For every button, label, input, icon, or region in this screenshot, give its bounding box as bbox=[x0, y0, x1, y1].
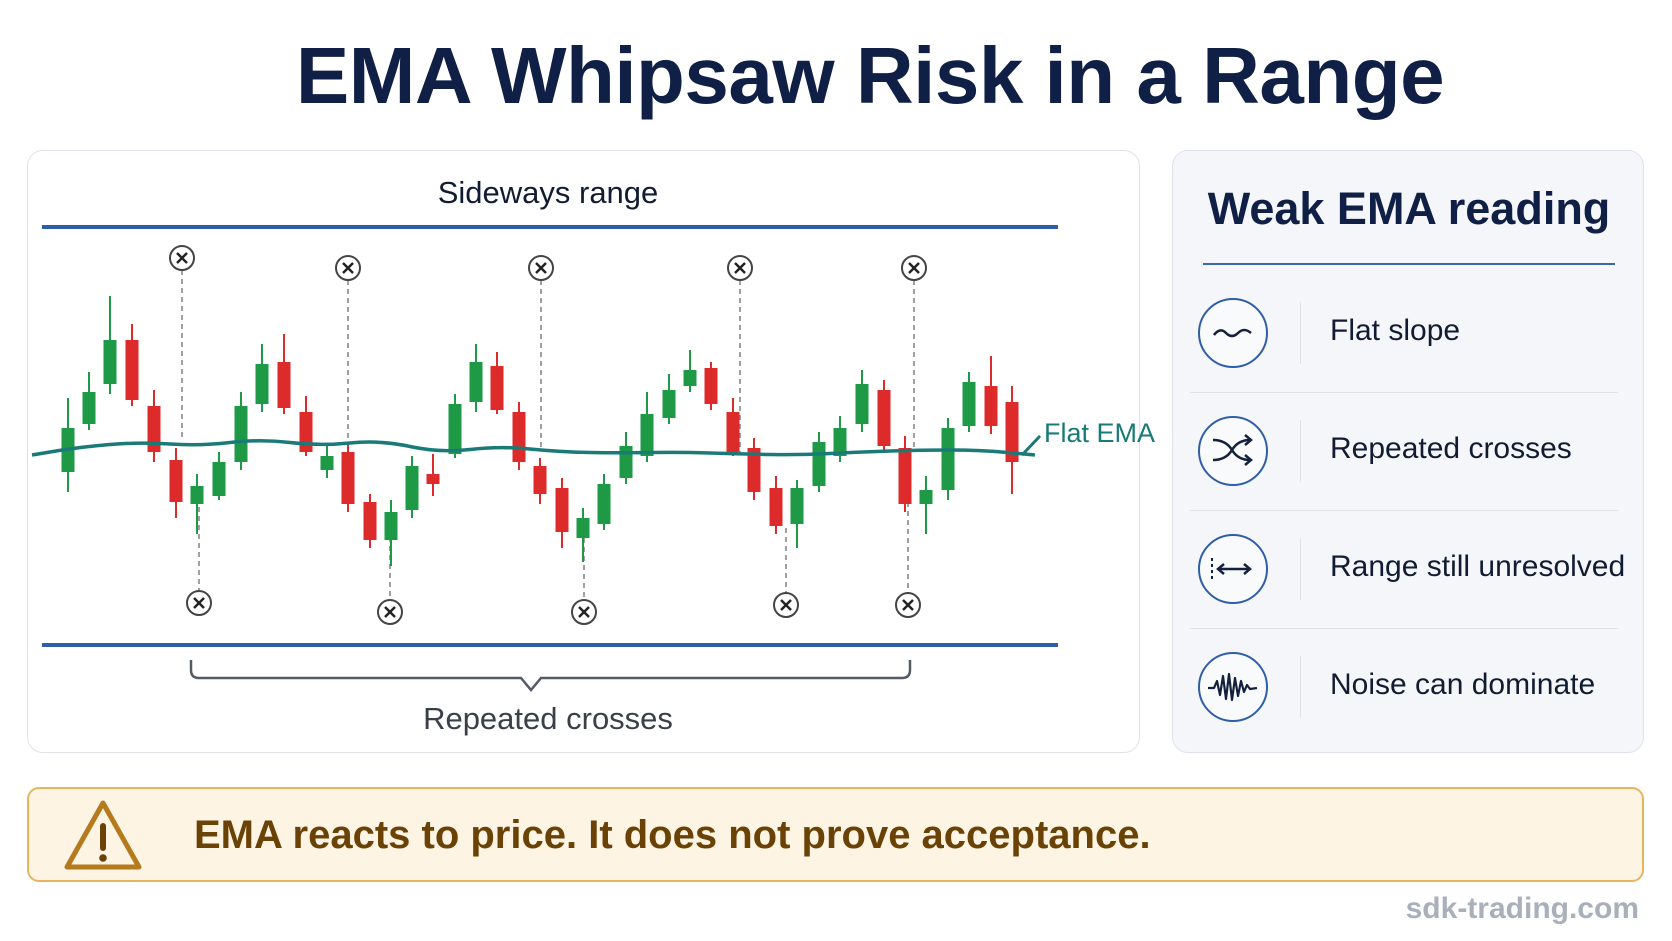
item-label: Repeated crosses bbox=[1330, 432, 1572, 465]
bearish-candle bbox=[426, 454, 440, 496]
shuffle-icon bbox=[1198, 416, 1268, 486]
bearish-candle bbox=[769, 476, 783, 534]
bearish-candle bbox=[704, 362, 718, 410]
bullish-candle bbox=[855, 370, 869, 432]
bullish-candle bbox=[812, 432, 826, 492]
bearish-candle bbox=[1005, 386, 1019, 494]
cross-marker-top bbox=[169, 245, 195, 271]
bearish-candle bbox=[341, 444, 355, 512]
bullish-candle bbox=[919, 476, 933, 534]
repeated-crosses-bracket bbox=[189, 660, 912, 692]
bullish-candle bbox=[405, 456, 419, 518]
item-noise-dominates: Noise can dominate bbox=[1190, 628, 1618, 746]
cross-marker-top bbox=[528, 255, 554, 281]
bullish-candle bbox=[190, 474, 204, 534]
item-label: Noise can dominate bbox=[1330, 668, 1596, 701]
bearish-candle bbox=[747, 438, 761, 500]
bearish-candle bbox=[984, 356, 998, 434]
bullish-candle bbox=[61, 398, 75, 492]
warning-text: EMA reacts to price. It does not prove a… bbox=[194, 813, 1151, 857]
item-label: Flat slope bbox=[1330, 314, 1461, 347]
cross-marker-bottom bbox=[186, 590, 212, 616]
cross-marker-top bbox=[901, 255, 927, 281]
item-repeated-crosses: Repeated crosses bbox=[1190, 392, 1618, 510]
side-panel-rule bbox=[1203, 263, 1615, 265]
bullish-candle bbox=[662, 374, 676, 424]
bullish-candle bbox=[833, 416, 847, 462]
bullish-candle bbox=[255, 344, 269, 412]
bearish-candle bbox=[277, 334, 291, 414]
bullish-candle bbox=[683, 350, 697, 392]
bullish-candle bbox=[941, 418, 955, 500]
bullish-candle bbox=[103, 296, 117, 394]
warning-triangle-icon bbox=[64, 800, 142, 870]
item-label: Range still unresolved bbox=[1330, 550, 1626, 583]
weak-ema-reading-panel: Weak EMA reading Flat slope Repeated cro… bbox=[1172, 150, 1644, 753]
bearish-candle bbox=[726, 398, 740, 456]
bullish-candle bbox=[320, 446, 334, 478]
bullish-candle bbox=[469, 344, 483, 412]
bearish-candle bbox=[533, 458, 547, 504]
flat-ema-line bbox=[31, 439, 1036, 457]
double-arrow-icon bbox=[1198, 534, 1268, 604]
bullish-candle bbox=[384, 500, 398, 566]
bullish-candle bbox=[448, 394, 462, 458]
bearish-candle bbox=[898, 436, 912, 512]
side-panel-title: Weak EMA reading bbox=[1207, 183, 1611, 234]
bearish-candle bbox=[299, 396, 313, 456]
bearish-candle bbox=[512, 402, 526, 470]
cross-marker-bottom bbox=[895, 592, 921, 618]
bullish-candle bbox=[962, 372, 976, 432]
warning-banner: EMA reacts to price. It does not prove a… bbox=[27, 787, 1644, 882]
bearish-candle bbox=[877, 380, 891, 452]
bullish-candle bbox=[597, 474, 611, 530]
ema-label-pointer bbox=[1020, 434, 1042, 457]
bearish-candle bbox=[147, 390, 161, 462]
flat-ema-label: Flat EMA bbox=[1044, 418, 1155, 448]
bearish-candle bbox=[555, 478, 569, 548]
bullish-candle bbox=[790, 480, 804, 548]
sideways-range-label: Sideways range bbox=[438, 175, 659, 210]
cross-marker-bottom bbox=[571, 599, 597, 625]
item-flat-slope: Flat slope bbox=[1190, 274, 1618, 392]
bearish-candle bbox=[125, 324, 139, 406]
wave-icon bbox=[1198, 298, 1268, 368]
noise-wave-icon bbox=[1198, 652, 1268, 722]
page-title: EMA Whipsaw Risk in a Range bbox=[295, 31, 1445, 120]
repeated-crosses-label: Repeated crosses bbox=[423, 701, 673, 736]
bullish-candle bbox=[212, 452, 226, 500]
bullish-candle bbox=[640, 392, 654, 462]
bullish-candle bbox=[82, 372, 96, 430]
footer-watermark: sdk-trading.com bbox=[1405, 892, 1639, 925]
bearish-candle bbox=[363, 494, 377, 548]
item-range-unresolved: Range still unresolved bbox=[1190, 510, 1625, 628]
cross-marker-top bbox=[727, 255, 753, 281]
bearish-candle bbox=[490, 352, 504, 414]
bullish-candle bbox=[619, 432, 633, 484]
bearish-candle bbox=[169, 448, 183, 518]
cross-marker-bottom bbox=[773, 592, 799, 618]
bullish-candle bbox=[576, 508, 590, 562]
cross-marker-top bbox=[335, 255, 361, 281]
bullish-candle bbox=[234, 392, 248, 470]
cross-marker-bottom bbox=[377, 599, 403, 625]
